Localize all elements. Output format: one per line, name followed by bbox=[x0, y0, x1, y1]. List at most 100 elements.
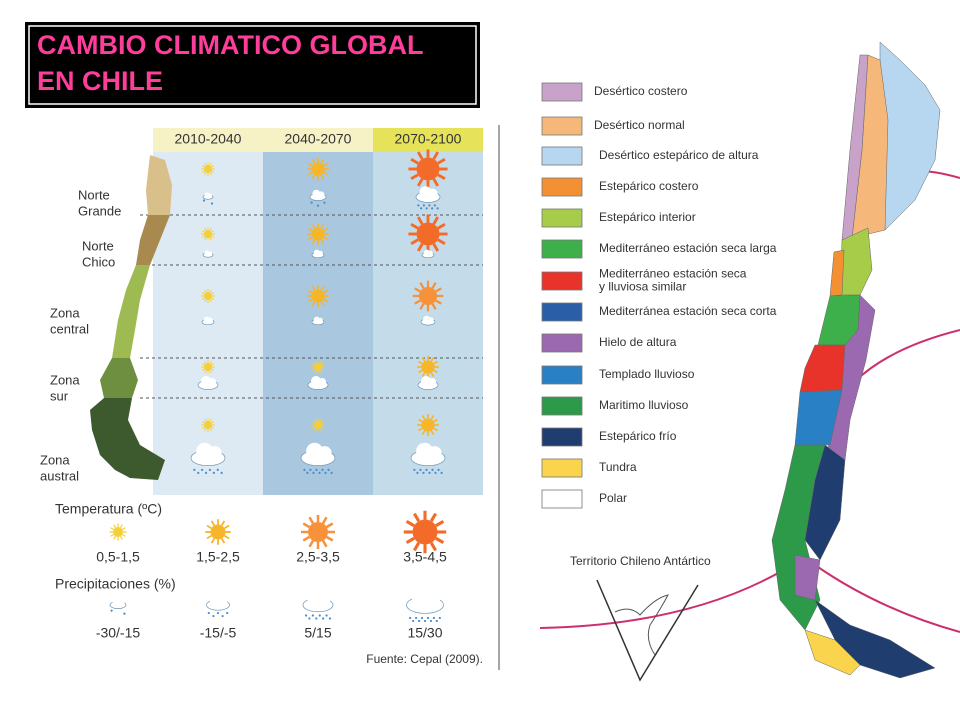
sun-ray bbox=[437, 222, 446, 230]
rain-drop bbox=[304, 614, 308, 617]
legend-label: Mediterráneo estación seca larga bbox=[599, 241, 777, 255]
rain-drop bbox=[315, 617, 318, 620]
rain-drop bbox=[436, 207, 439, 210]
rain-drop bbox=[306, 471, 309, 474]
sun-ray bbox=[429, 512, 437, 522]
sun-ray bbox=[418, 418, 423, 423]
sun-ray bbox=[416, 216, 424, 225]
sun-ray bbox=[323, 289, 328, 294]
sun-icon bbox=[311, 360, 325, 374]
rain-drop bbox=[423, 619, 427, 623]
cloud-icon bbox=[410, 442, 446, 474]
zone-label: Grande bbox=[78, 203, 121, 218]
rain-drop bbox=[123, 612, 126, 615]
sun-ray bbox=[321, 516, 328, 524]
sun-ray bbox=[314, 418, 317, 422]
legend-swatch bbox=[541, 177, 583, 197]
sun-ray bbox=[204, 360, 207, 364]
sun-ray bbox=[201, 292, 205, 295]
antarctic-label: Territorio Chileno Antártico bbox=[570, 554, 711, 568]
climate-map bbox=[539, 41, 960, 682]
sun-icon bbox=[306, 284, 330, 308]
sun-ray bbox=[311, 224, 316, 229]
cloud-icon bbox=[202, 192, 214, 205]
rain-drop bbox=[303, 468, 306, 471]
sun-ray bbox=[320, 174, 325, 179]
sun-ray bbox=[308, 171, 313, 176]
cloud-puff bbox=[318, 594, 330, 607]
sun-ray bbox=[418, 369, 423, 374]
legend-swatch bbox=[541, 427, 583, 447]
legend-swatch bbox=[541, 116, 583, 136]
climate-zone bbox=[799, 344, 846, 393]
chile-silhouette bbox=[90, 155, 172, 480]
sun-ray bbox=[311, 174, 316, 179]
climate-zone bbox=[829, 249, 845, 297]
sun-ray bbox=[201, 230, 205, 233]
title-line: EN CHILE bbox=[37, 66, 163, 96]
sun-ray bbox=[326, 535, 334, 542]
legend-label: Hielo de altura bbox=[599, 335, 677, 349]
rain-drop bbox=[221, 614, 224, 618]
rain-drop bbox=[416, 471, 419, 474]
sun-ray bbox=[320, 239, 325, 244]
sun-ray bbox=[122, 533, 126, 537]
sun-disc bbox=[412, 519, 438, 545]
sun-ray bbox=[113, 536, 117, 540]
sun-ray bbox=[211, 165, 215, 168]
rain-drop bbox=[321, 468, 324, 471]
sun-ray bbox=[416, 151, 424, 160]
sun-ray bbox=[416, 178, 424, 187]
sun-disc bbox=[311, 289, 325, 303]
sun-ray bbox=[405, 536, 415, 544]
sun-ray bbox=[119, 536, 123, 540]
sun-ray bbox=[311, 159, 316, 164]
sun-ray bbox=[432, 243, 440, 252]
sun-icon bbox=[109, 523, 127, 541]
sun-ray bbox=[204, 418, 207, 422]
sun-ray bbox=[311, 363, 315, 366]
precipitation-range: 5/15 bbox=[304, 625, 331, 641]
sun-ray bbox=[435, 536, 445, 544]
sun-ray bbox=[211, 292, 215, 295]
rain-drop bbox=[202, 199, 206, 202]
rain-drop bbox=[308, 617, 311, 620]
legend-label: Mediterránea estación seca corta bbox=[599, 304, 777, 318]
rain-drop bbox=[220, 471, 223, 474]
zone-label: Zona bbox=[50, 372, 80, 387]
sun-ray bbox=[122, 527, 126, 531]
cloud-puff bbox=[208, 251, 212, 256]
cloud-icon bbox=[307, 376, 329, 390]
sun-ray bbox=[419, 303, 425, 310]
rain-drop bbox=[311, 614, 314, 617]
sun-disc bbox=[416, 157, 440, 181]
sun-ray bbox=[209, 172, 212, 176]
sun-icon bbox=[201, 227, 215, 241]
rain-drop bbox=[204, 471, 208, 474]
sun-ray bbox=[433, 418, 438, 423]
sun-ray bbox=[323, 236, 328, 241]
period-label: 2070-2100 bbox=[395, 131, 462, 147]
sun-ray bbox=[413, 542, 421, 552]
pointer-line bbox=[814, 564, 960, 633]
precipitation-range: -15/-5 bbox=[200, 625, 237, 641]
sun-ray bbox=[421, 415, 426, 420]
legend-label: Estepárico frío bbox=[599, 429, 677, 443]
sun-ray bbox=[308, 516, 315, 524]
sun-disc bbox=[204, 363, 212, 371]
sun-ray bbox=[326, 522, 334, 529]
legend-swatch bbox=[541, 208, 583, 228]
rain-drop bbox=[440, 471, 443, 474]
sun-ray bbox=[435, 520, 445, 528]
sun-ray bbox=[308, 289, 313, 294]
rain-drop bbox=[417, 204, 420, 207]
sun-ray bbox=[433, 360, 438, 365]
sun-ray bbox=[311, 368, 315, 371]
sun-ray bbox=[211, 230, 215, 233]
sun-ray bbox=[308, 227, 313, 232]
rain-drop bbox=[316, 204, 320, 207]
sun-ray bbox=[431, 303, 437, 310]
legend-swatch bbox=[541, 146, 583, 166]
zone-label: Norte bbox=[78, 187, 110, 202]
sun-ray bbox=[210, 538, 216, 544]
